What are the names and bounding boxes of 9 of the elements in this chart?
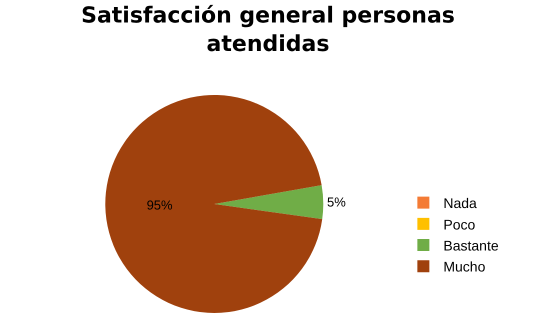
data-label: 95% [146, 197, 174, 212]
pie-slice [214, 185, 324, 220]
legend-label: Nada [443, 195, 478, 212]
legend-label: Mucho [443, 258, 486, 275]
pie-slice [105, 95, 322, 313]
legend-label: Bastante [443, 237, 499, 254]
legend-label: Poco [443, 216, 476, 232]
data-label: 5% [327, 194, 346, 210]
chart-title: Satisfacción general personas atendidas [81, 4, 455, 58]
